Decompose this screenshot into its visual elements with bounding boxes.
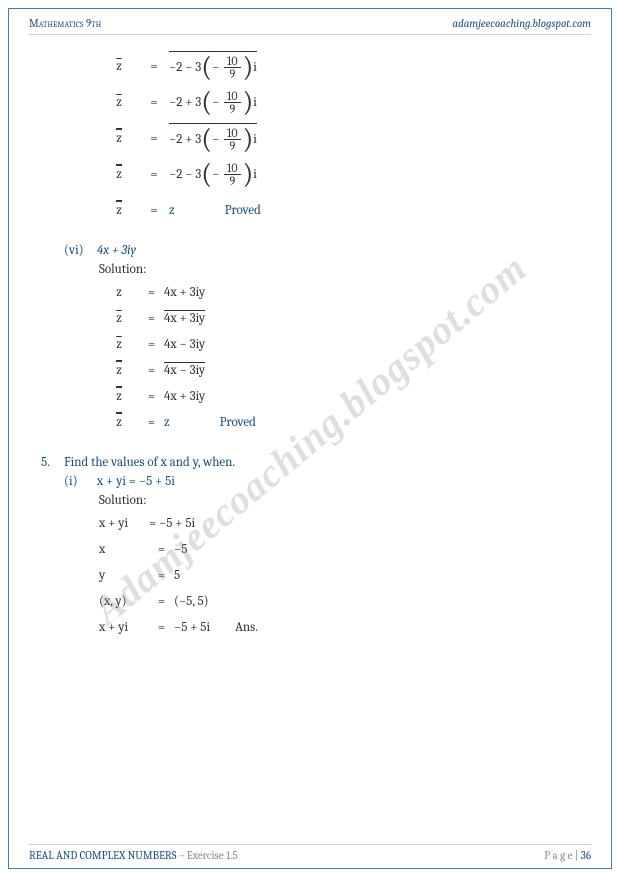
question-5: 5. Find the values of x and y, when.: [41, 455, 591, 470]
eq-row: z = 4x − 3iy: [99, 359, 591, 381]
question-text: Find the values of x and y, when.: [64, 455, 235, 470]
subitem-i: (i) x + yi = −5 + 5i: [64, 474, 591, 489]
solution-label: Solution:: [99, 493, 591, 508]
answer-label: Ans.: [235, 620, 258, 635]
proved-label: Proved: [225, 203, 261, 218]
eq-row: y = 5: [99, 564, 591, 586]
solution-label: Solution:: [99, 262, 591, 277]
eq-row: z = −2 − 3 (− 10 9 ) i: [99, 159, 591, 189]
rhs: −2 − 3 (− 10 9 ) i: [169, 160, 257, 188]
eq-row: z = 4x − 3iy: [99, 333, 591, 355]
footer-right: P a g e | 36: [544, 849, 591, 862]
eq-row: x + yi = −5 + 5i: [99, 512, 591, 534]
paren: ( − 10 9 ): [201, 53, 253, 81]
rhs: −2 + 3 (− 10 9 ) i: [169, 88, 257, 116]
eq-row: z = 4x + 3iy: [99, 385, 591, 407]
footer-left: REAL AND COMPLEX NUMBERS – Exercise 1.5: [29, 849, 238, 862]
lhs-zbar: z: [99, 59, 139, 74]
eq-row: z = 4x + 3iy: [99, 307, 591, 329]
rhs: −2 + 3 (− 10 9 ) i: [169, 123, 257, 153]
content: z = −2 − 3 ( − 10 9 ) i: [29, 35, 591, 638]
rhs-z: z: [169, 203, 175, 218]
header: Mathematics 9th adamjeecoaching.blogspot…: [29, 17, 591, 35]
eq-row: z = −2 + 3 (− 10 9 ) i: [99, 123, 591, 153]
header-left: Mathematics 9th: [29, 17, 101, 30]
eq-row: z = −2 − 3 ( − 10 9 ) i: [99, 51, 591, 81]
lhs-zdbar: z: [99, 167, 139, 182]
eq-row-final: z = z Proved: [99, 195, 591, 225]
equals: =: [139, 59, 169, 74]
page-frame: Mathematics 9th adamjeecoaching.blogspot…: [8, 8, 612, 869]
subitem-expr: 4x + 3iy: [97, 243, 136, 258]
eq-row: x = −5: [99, 538, 591, 560]
eq-row: z = 4x + 3iy: [99, 281, 591, 303]
page: Mathematics 9th adamjeecoaching.blogspot…: [0, 0, 620, 877]
eq-row: (x, y) = (−5, 5): [99, 590, 591, 612]
question-number: 5.: [41, 455, 64, 470]
lhs-zdbar: z: [99, 131, 139, 146]
lhs-zbar: z: [99, 95, 139, 110]
proved-label: Proved: [220, 415, 256, 430]
eq-row: x + yi = −5 + 5i Ans.: [99, 616, 591, 638]
rhs: −2 − 3 ( − 10 9 ) i: [169, 51, 257, 81]
eq-row-final: z = z Proved: [99, 411, 591, 433]
roman-label: (vi): [64, 243, 94, 258]
fraction: 10 9: [224, 55, 241, 80]
header-right: adamjeecoaching.blogspot.com: [452, 17, 591, 30]
eq-row: z = −2 + 3 (− 10 9 ) i: [99, 87, 591, 117]
footer: REAL AND COMPLEX NUMBERS – Exercise 1.5 …: [29, 844, 591, 862]
subitem-vi: (vi) 4x + 3iy: [64, 243, 591, 258]
